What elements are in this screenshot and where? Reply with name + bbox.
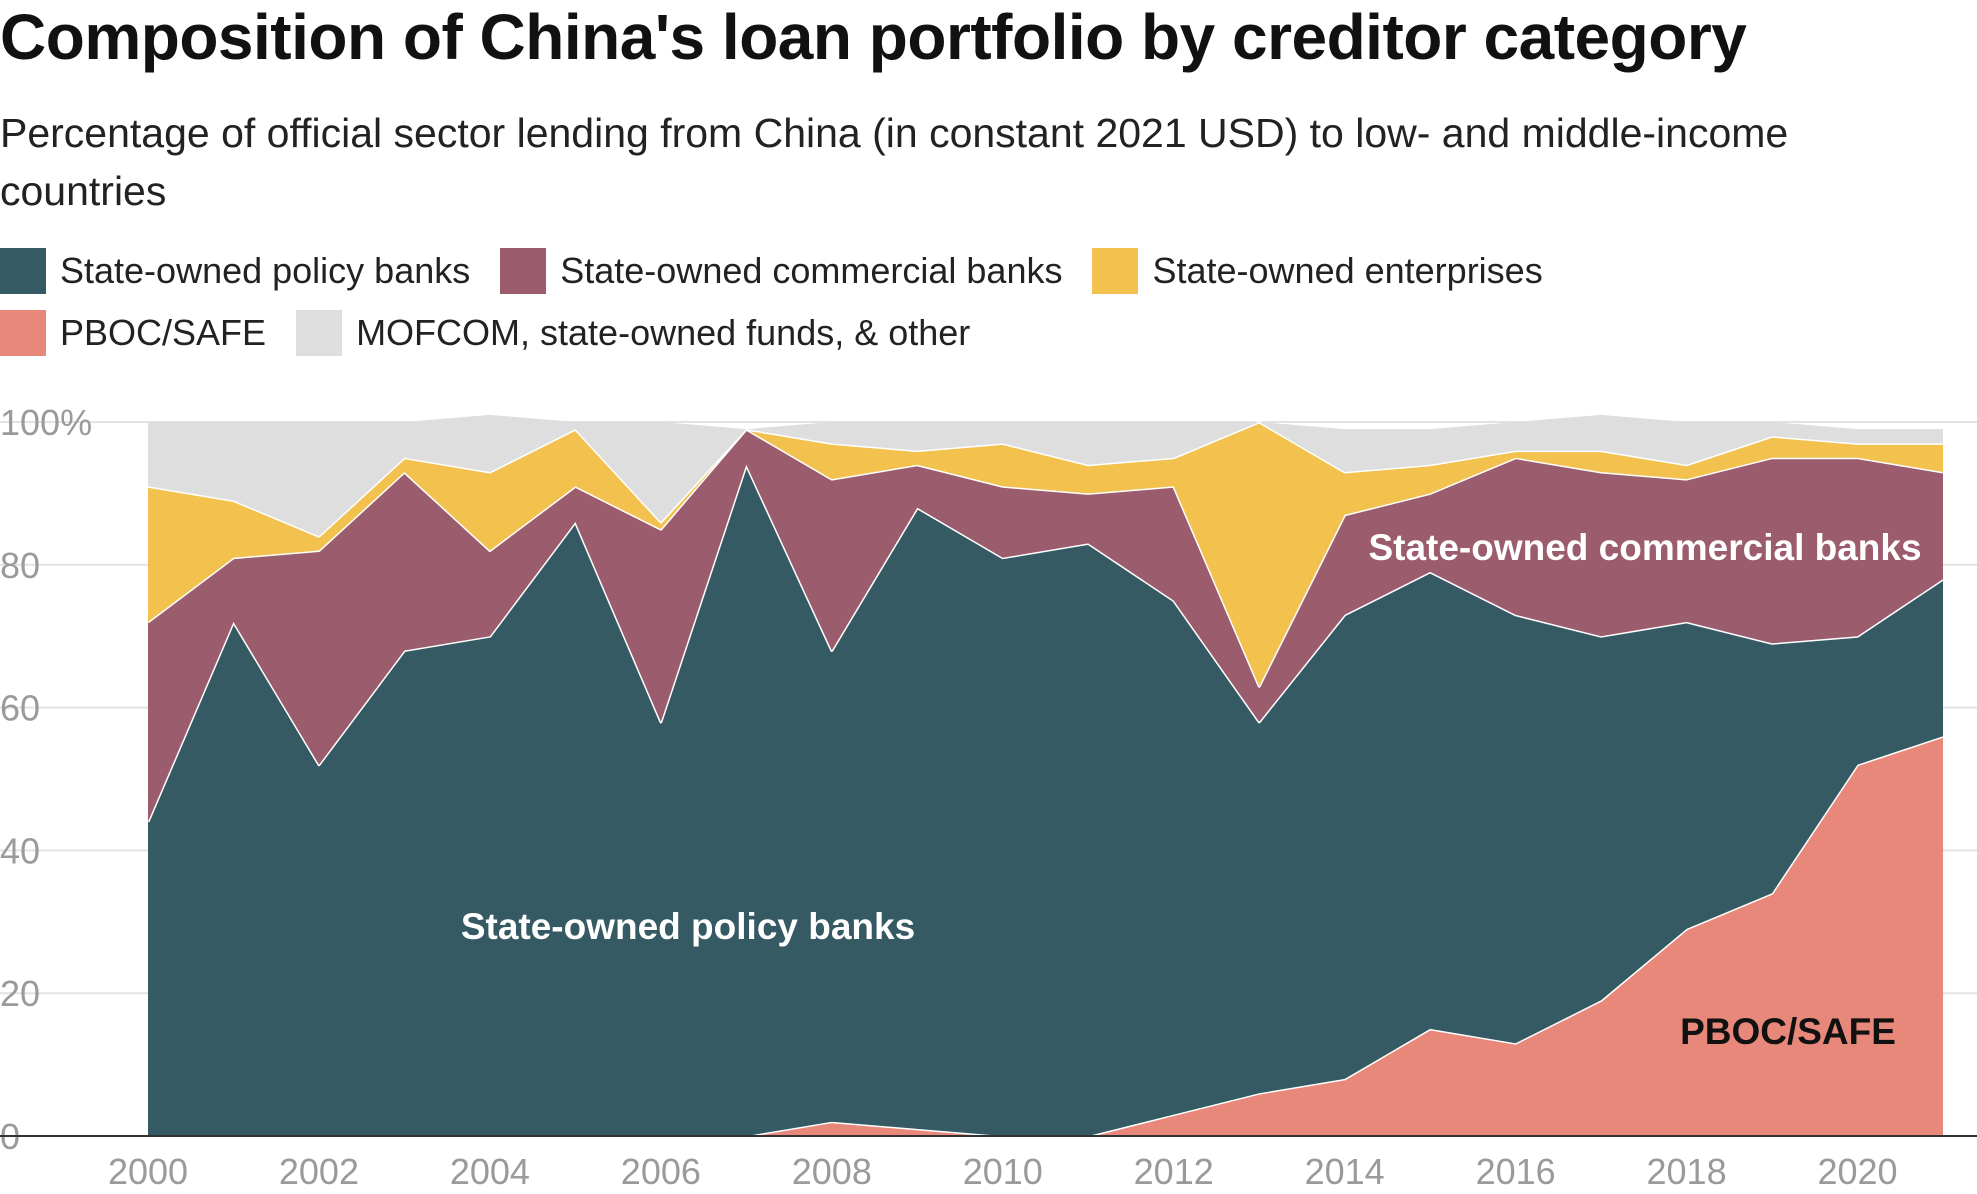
legend-swatch-policy-banks [0,248,46,294]
area-layers [146,414,1944,1138]
x-axis: 2000 2002 2004 2006 2008 2010 2012 2014 2016 2018… [108,1151,1898,1192]
area-mofcom-state-owned-funds-other [148,414,1943,537]
x-tick-label: 2010 [963,1151,1043,1192]
annotation-pboc-safe: PBOC/SAFE [1680,1011,1896,1052]
x-tick-label: 2012 [1134,1151,1214,1192]
x-tick-label: 2016 [1476,1151,1556,1192]
x-tick-label: 2018 [1647,1151,1727,1192]
legend-label: MOFCOM, state-owned funds, & other [356,312,971,353]
legend-item-pboc-safe: PBOC/SAFE [0,309,266,357]
x-tick-label: 2020 [1817,1151,1897,1192]
y-tick-label: 100% [0,402,92,443]
legend-swatch-mofcom-other [296,310,343,356]
chart-subtitle: Percentage of official sector lending fr… [0,110,1789,214]
y-tick-label: 20 [0,973,40,1014]
area-pboc-safe [148,736,1943,1136]
annotation-commercial-banks: State-owned commercial banks [1368,527,1921,568]
legend-item-commercial-banks: State-owned commercial banks [500,247,1062,295]
y-tick-label: 60 [0,688,40,729]
x-tick-label: 2004 [450,1151,530,1192]
x-tick-label: 2006 [621,1151,701,1192]
x-tick-label: 2000 [108,1151,188,1192]
legend-swatch-commercial-banks [500,248,547,294]
y-tick-label: 40 [0,830,40,871]
area-state-owned-policy-banks [148,464,1943,1136]
y-tick-label: 80 [0,545,40,586]
legend-item-policy-banks: State-owned policy banks [0,247,470,295]
legend: State-owned policy banks State-owned com… [0,247,1750,357]
legend-label: PBOC/SAFE [60,312,267,353]
area-state-owned-enterprises [148,422,1943,687]
annotation-policy-banks: State-owned policy banks [461,906,915,947]
x-tick-label: 2002 [279,1151,359,1192]
legend-label: State-owned enterprises [1152,250,1543,291]
legend-swatch-pboc-safe [0,310,46,356]
area-state-owned-commercial-banks [148,429,1943,822]
chart-title: Composition of China's loan portfolio by… [0,1,1747,73]
x-tick-label: 2014 [1305,1151,1385,1192]
x-tick-label: 2008 [792,1151,872,1192]
area-annotations: State-owned commercial banks State-owned… [461,527,1922,1052]
legend-label: State-owned commercial banks [560,250,1063,291]
legend-item-mofcom-other: MOFCOM, state-owned funds, & other [296,309,970,357]
legend-label: State-owned policy banks [60,250,471,291]
legend-swatch-enterprises [1092,248,1139,294]
legend-item-enterprises: State-owned enterprises [1092,247,1543,295]
